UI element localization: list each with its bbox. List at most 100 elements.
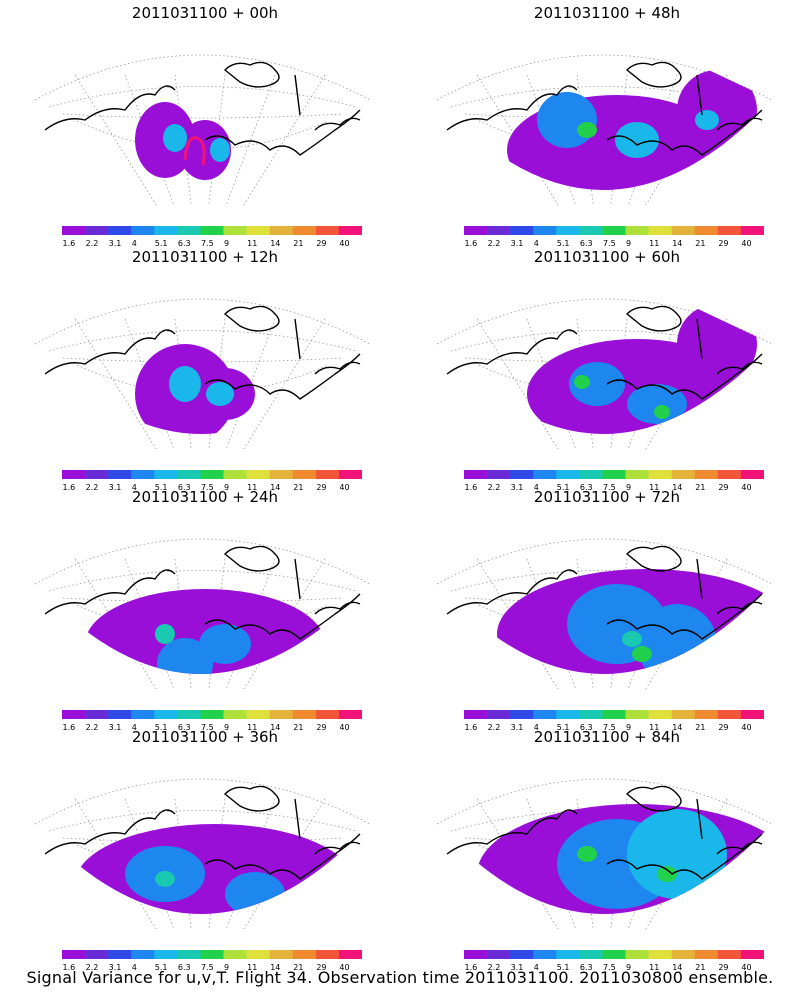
variance-contour bbox=[632, 646, 652, 662]
colorbar-swatch bbox=[717, 470, 742, 479]
colorbar-label: 3.1 bbox=[109, 963, 122, 972]
colorbar-swatch bbox=[269, 470, 294, 479]
colorbar-label: 1.6 bbox=[63, 483, 76, 492]
colorbar-label: 11 bbox=[247, 723, 257, 732]
colorbar-swatch bbox=[510, 470, 534, 479]
colorbar-label: 9 bbox=[626, 239, 631, 248]
coastline bbox=[446, 785, 763, 880]
colorbar-label: 40 bbox=[339, 963, 349, 972]
colorbar-label: 9 bbox=[224, 963, 229, 972]
colorbar: 1.6 2.2 3.1 4 5.1 6.3 7.5 9 11 14 21 29 40 bbox=[62, 710, 362, 732]
colorbar-swatch bbox=[269, 950, 294, 959]
polar-map bbox=[436, 778, 773, 930]
colorbar-swatch bbox=[717, 226, 742, 235]
colorbar-swatch bbox=[246, 710, 270, 719]
colorbar-swatch bbox=[269, 710, 294, 719]
variance-contour bbox=[615, 122, 659, 158]
colorbar-label: 5.1 bbox=[557, 723, 570, 732]
colorbar-label: 3.1 bbox=[109, 723, 122, 732]
colorbar-swatch bbox=[246, 470, 270, 479]
colorbar-swatch bbox=[740, 470, 764, 479]
colorbar-swatch bbox=[292, 470, 317, 479]
map-panel: 2011031100 + 48h 1.6 2.2 3.1 4 5.1 6.3 7.5 9 11 14… bbox=[417, 4, 797, 248]
colorbar-swatch bbox=[464, 710, 488, 719]
variance-contour bbox=[577, 122, 597, 138]
colorbar-swatch bbox=[740, 950, 764, 959]
colorbar-label: 21 bbox=[695, 723, 705, 732]
map-panel: 2011031100 + 72h 1.6 2.2 3.1 4 5.1 6.3 7.5 9 11 14… bbox=[417, 488, 797, 732]
colorbar-swatch bbox=[556, 226, 580, 235]
colorbar-label: 3.1 bbox=[511, 483, 524, 492]
colorbar-label: 29 bbox=[316, 723, 326, 732]
variance-contour bbox=[155, 871, 175, 887]
variance-contour bbox=[163, 124, 187, 152]
colorbar-label: 1.6 bbox=[465, 239, 478, 248]
colorbar-label: 6.3 bbox=[178, 239, 191, 248]
colorbar-swatch bbox=[510, 226, 534, 235]
colorbar-swatch bbox=[671, 470, 696, 479]
colorbar-swatch bbox=[579, 950, 603, 959]
colorbar-label: 4 bbox=[132, 483, 137, 492]
variance-contour bbox=[157, 638, 213, 674]
panel-title: 2011031100 + 36h bbox=[131, 728, 279, 746]
colorbar-swatch bbox=[292, 226, 317, 235]
variance-contour bbox=[199, 624, 251, 664]
colorbar-label: 40 bbox=[741, 239, 751, 248]
colorbar-label: 2.2 bbox=[488, 723, 501, 732]
colorbar-label: 3.1 bbox=[109, 483, 122, 492]
colorbar-label: 29 bbox=[316, 239, 326, 248]
colorbar-label: 29 bbox=[718, 483, 728, 492]
variance-contour bbox=[627, 809, 727, 899]
colorbar-label: 6.3 bbox=[580, 239, 593, 248]
colorbar-label: 6.3 bbox=[178, 723, 191, 732]
colorbar-swatch bbox=[338, 470, 362, 479]
polar-map bbox=[34, 778, 371, 930]
colorbar-swatch bbox=[533, 226, 557, 235]
panel-title: 2011031100 + 00h bbox=[131, 4, 279, 22]
colorbar-label: 11 bbox=[649, 239, 659, 248]
variance-contour bbox=[210, 138, 230, 162]
colorbar-swatch bbox=[602, 226, 626, 235]
colorbar-label: 21 bbox=[293, 239, 303, 248]
colorbar-swatch bbox=[694, 470, 719, 479]
colorbar-swatch bbox=[740, 710, 764, 719]
colorbar-swatch bbox=[533, 710, 557, 719]
colorbar-swatch bbox=[694, 950, 719, 959]
colorbar-swatch bbox=[671, 226, 696, 235]
colorbar-swatch bbox=[487, 710, 511, 719]
colorbar-swatch bbox=[487, 226, 511, 235]
variance-field bbox=[507, 70, 757, 190]
colorbar-swatch bbox=[648, 470, 672, 479]
colorbar-swatch bbox=[579, 226, 603, 235]
colorbar-label: 3.1 bbox=[511, 239, 524, 248]
variance-contour bbox=[225, 872, 285, 914]
colorbar-swatch bbox=[671, 950, 696, 959]
colorbar-label: 14 bbox=[672, 483, 682, 492]
colorbar-label: 4 bbox=[534, 963, 539, 972]
colorbar-label: 11 bbox=[247, 483, 257, 492]
colorbar-label: 14 bbox=[672, 963, 682, 972]
colorbar-swatch bbox=[131, 470, 155, 479]
colorbar-label: 11 bbox=[649, 963, 659, 972]
polar-map bbox=[436, 538, 773, 690]
panel-title: 2011031100 + 12h bbox=[131, 248, 279, 266]
panel-title: 2011031100 + 60h bbox=[533, 248, 681, 266]
colorbar-swatch bbox=[671, 710, 696, 719]
colorbar-label: 11 bbox=[247, 239, 257, 248]
variance-field bbox=[477, 804, 772, 914]
colorbar-swatch bbox=[717, 710, 742, 719]
colorbar-label: 3.1 bbox=[511, 723, 524, 732]
panel-title: 2011031100 + 72h bbox=[533, 488, 681, 506]
variance-field bbox=[75, 824, 355, 914]
polar-map bbox=[436, 298, 773, 450]
colorbar-label: 7.5 bbox=[603, 963, 616, 972]
colorbar-swatch bbox=[131, 710, 155, 719]
colorbar-label: 7.5 bbox=[201, 963, 214, 972]
colorbar-label: 6.3 bbox=[178, 963, 191, 972]
colorbar-swatch bbox=[602, 710, 626, 719]
colorbar-swatch bbox=[556, 470, 580, 479]
colorbar-label: 21 bbox=[293, 963, 303, 972]
colorbar-swatch bbox=[177, 710, 201, 719]
coastline bbox=[44, 545, 361, 640]
colorbar-label: 29 bbox=[316, 483, 326, 492]
